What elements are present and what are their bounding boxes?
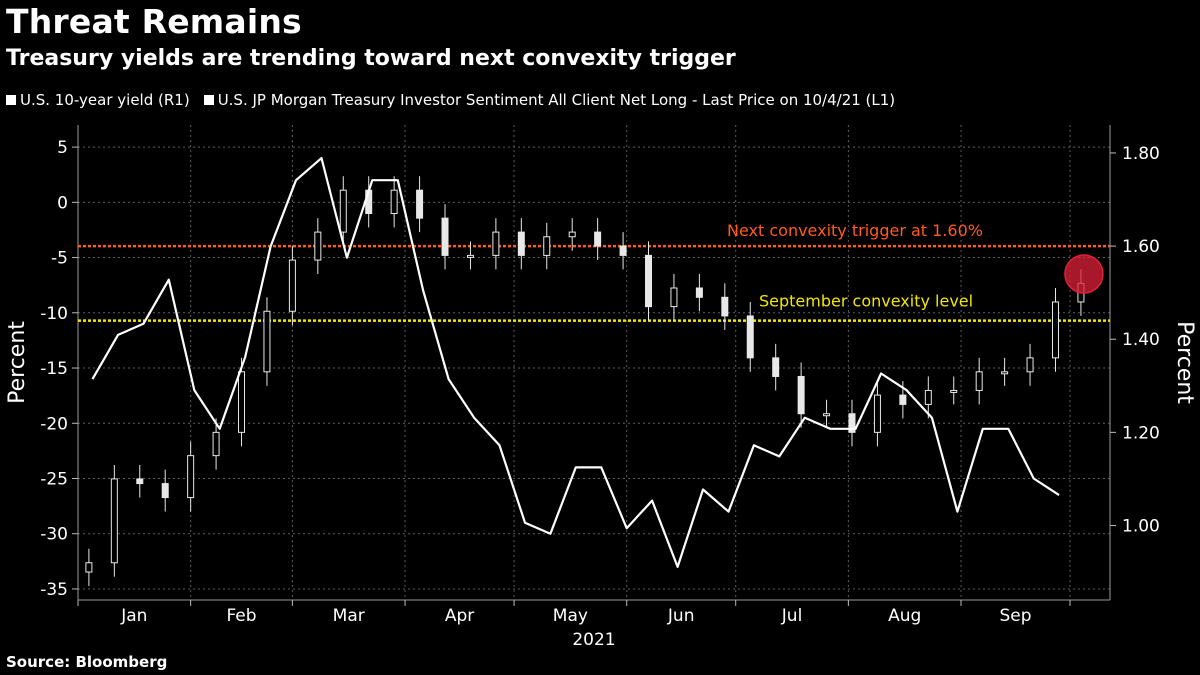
annotation-label: Next convexity trigger at 1.60% <box>727 221 983 240</box>
candle-body <box>314 231 322 261</box>
left-tick-label: -35 <box>40 580 68 600</box>
right-tick-label: 1.80 <box>1122 144 1160 164</box>
left-tick-label: -15 <box>40 359 68 379</box>
candle-body <box>975 371 983 391</box>
right-tick-label: 1.00 <box>1122 516 1160 536</box>
x-tick-label: Jul <box>781 606 803 626</box>
sentiment-series <box>91 157 1060 569</box>
x-tick-label: Apr <box>445 606 474 626</box>
candle-body <box>1026 357 1034 373</box>
candle-body <box>543 236 551 256</box>
legend-item-yield: U.S. 10-year yield (R1) <box>6 91 190 109</box>
candle-body <box>212 431 220 457</box>
left-tick-label: -25 <box>40 469 68 489</box>
candle-body <box>187 455 195 499</box>
sentiment-line <box>91 157 1060 569</box>
left-tick-label: -10 <box>40 304 68 324</box>
left-tick-label: 0 <box>57 193 68 213</box>
candle-body <box>619 245 627 256</box>
x-tick-label: May <box>553 606 588 626</box>
left-tick-label: -30 <box>40 525 68 545</box>
legend-swatch-icon <box>203 95 214 105</box>
candle-body <box>110 478 118 564</box>
candle-body <box>492 231 500 256</box>
candle-body <box>950 389 958 393</box>
x-tick-label: Feb <box>226 606 256 626</box>
candle-body <box>568 231 576 238</box>
candle-body <box>136 478 144 485</box>
yield-series <box>85 176 1085 587</box>
candle-body <box>695 287 703 298</box>
candle-body <box>721 296 729 317</box>
left-tick-label: -5 <box>51 249 68 269</box>
right-tick-label: 1.40 <box>1122 330 1160 350</box>
candle-body <box>772 357 780 377</box>
x-axis-title: 2021 <box>572 630 615 650</box>
left-axis-ticks: 5 0 -5 -10 -15 -20 -25 -30 -35 <box>40 138 78 600</box>
left-axis-title: Percent <box>5 321 30 404</box>
chart-legend: U.S. 10-year yield (R1) U.S. JP Morgan T… <box>6 91 895 109</box>
candle-body <box>161 483 169 499</box>
grid-lines <box>78 125 1110 600</box>
highlight-circle <box>1064 254 1104 294</box>
candle-body <box>1001 371 1009 375</box>
left-tick-label: 5 <box>57 138 68 158</box>
right-tick-label: 1.20 <box>1122 423 1160 443</box>
chart-axes <box>77 125 1111 601</box>
candle-body <box>238 371 246 433</box>
candle-body <box>339 189 347 233</box>
candle-body <box>441 217 449 256</box>
legend-swatch-icon <box>6 95 16 105</box>
candle-body <box>416 189 424 219</box>
x-tick-label: Jan <box>120 606 147 626</box>
candle-body <box>797 375 805 415</box>
chart-title: Threat Remains <box>6 2 302 41</box>
left-tick-label: -20 <box>40 414 68 434</box>
legend-label-yield: U.S. 10-year yield (R1) <box>20 91 190 109</box>
right-tick-label: 1.60 <box>1122 237 1160 257</box>
source-note: Source: Bloomberg <box>6 653 168 671</box>
reference-lines: Next convexity trigger at 1.60% September… <box>78 221 1110 322</box>
x-tick-label: Mar <box>333 606 365 626</box>
x-tick-label: Jun <box>667 606 695 626</box>
candle-body <box>390 189 398 214</box>
candle-body <box>924 389 932 405</box>
candle-body <box>517 231 525 256</box>
annotation-label: September convexity level <box>759 292 973 311</box>
candle-body <box>670 287 678 308</box>
candle-body <box>1051 301 1059 359</box>
legend-item-sentiment: U.S. JP Morgan Treasury Investor Sentime… <box>203 91 896 109</box>
candle-body <box>288 259 296 312</box>
x-tick-label: Aug <box>888 606 921 626</box>
candle-body <box>823 413 831 417</box>
legend-label-sentiment: U.S. JP Morgan Treasury Investor Sentime… <box>217 91 896 109</box>
candle-body <box>594 231 602 247</box>
chart-subtitle: Treasury yields are trending toward next… <box>6 46 736 71</box>
right-axis-ticks: 1.80 1.60 1.40 1.20 1.00 <box>1110 144 1160 536</box>
right-axis-title: Percent <box>1172 321 1197 404</box>
candle-body <box>466 254 474 258</box>
x-tick-label: Sep <box>999 606 1031 626</box>
x-axis-ticks: Jan Feb Mar Apr May Jun Jul Aug Sep <box>77 600 1071 626</box>
candle-body <box>263 310 271 373</box>
highlight-marker <box>1064 254 1104 294</box>
candle-body <box>645 254 653 308</box>
candle-body <box>873 394 881 433</box>
candle-body <box>899 394 907 405</box>
candle-body <box>848 413 856 433</box>
candle-body <box>746 315 754 359</box>
candle-body <box>85 562 93 573</box>
